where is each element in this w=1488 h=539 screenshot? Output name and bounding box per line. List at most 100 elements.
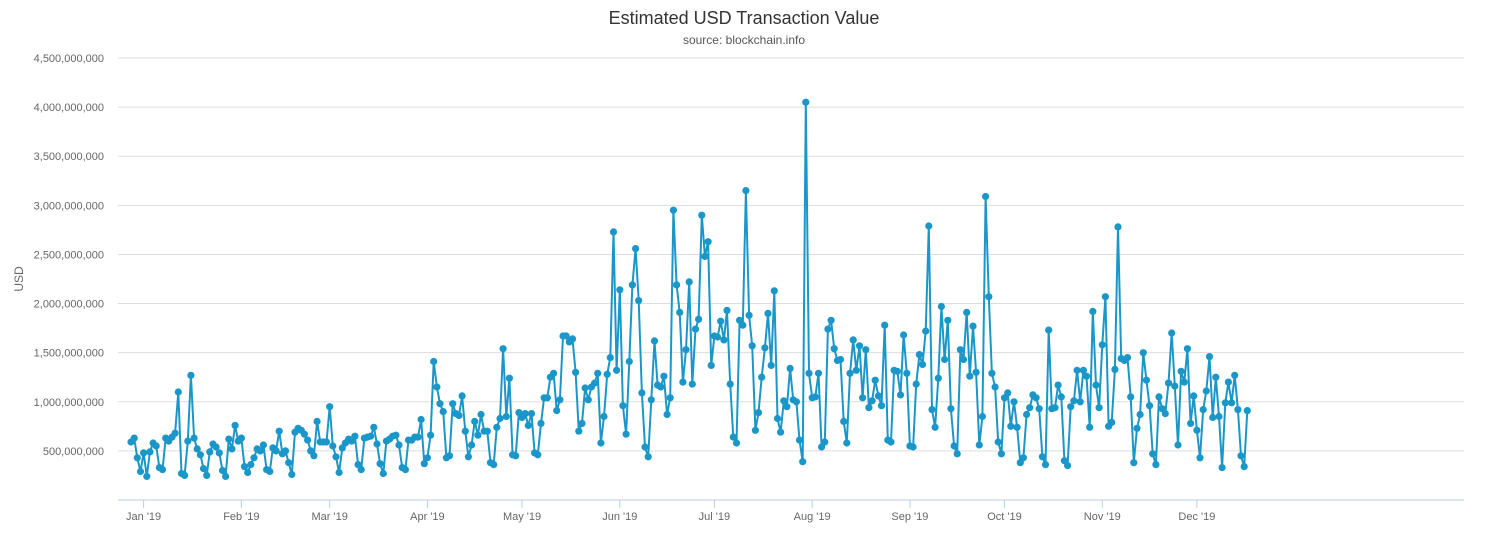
data-point[interactable]: [641, 443, 649, 451]
data-point[interactable]: [802, 98, 810, 106]
data-point[interactable]: [840, 417, 848, 425]
data-point[interactable]: [609, 228, 618, 236]
data-point[interactable]: [827, 316, 835, 324]
data-point[interactable]: [925, 222, 933, 230]
data-point[interactable]: [329, 442, 337, 450]
data-point[interactable]: [666, 394, 674, 402]
data-point[interactable]: [256, 447, 264, 455]
data-point[interactable]: [594, 369, 602, 377]
data-point[interactable]: [849, 336, 857, 344]
data-point[interactable]: [143, 472, 151, 480]
data-point[interactable]: [1127, 393, 1135, 401]
data-point[interactable]: [773, 414, 782, 423]
data-point[interactable]: [1026, 404, 1034, 412]
data-point[interactable]: [140, 449, 148, 457]
data-point[interactable]: [1086, 423, 1094, 431]
data-point[interactable]: [770, 287, 778, 295]
data-point[interactable]: [1199, 406, 1207, 414]
data-point[interactable]: [701, 252, 709, 260]
data-point[interactable]: [606, 354, 614, 362]
data-point[interactable]: [562, 332, 570, 340]
data-point[interactable]: [881, 321, 889, 329]
data-point[interactable]: [335, 468, 343, 477]
data-point[interactable]: [464, 453, 472, 461]
data-point[interactable]: [152, 442, 160, 450]
data-point[interactable]: [1180, 378, 1188, 386]
data-point[interactable]: [206, 448, 214, 456]
data-point[interactable]: [792, 398, 801, 406]
data-point[interactable]: [370, 423, 378, 431]
data-point[interactable]: [846, 369, 854, 377]
data-point[interactable]: [685, 278, 693, 286]
data-point[interactable]: [455, 411, 463, 420]
data-point[interactable]: [392, 431, 400, 439]
data-point[interactable]: [581, 384, 589, 392]
data-point[interactable]: [222, 472, 230, 480]
data-point[interactable]: [959, 355, 968, 364]
data-point[interactable]: [862, 346, 870, 354]
data-point[interactable]: [1013, 423, 1021, 431]
data-point[interactable]: [1155, 393, 1163, 401]
data-point[interactable]: [647, 396, 655, 404]
data-point[interactable]: [707, 361, 715, 369]
data-point[interactable]: [537, 419, 545, 427]
data-point[interactable]: [780, 397, 788, 405]
data-point[interactable]: [928, 406, 936, 414]
data-point[interactable]: [947, 405, 955, 413]
data-point[interactable]: [136, 467, 145, 476]
data-point[interactable]: [187, 371, 195, 379]
data-point[interactable]: [1234, 406, 1242, 414]
data-point[interactable]: [795, 436, 804, 444]
data-point[interactable]: [1108, 418, 1116, 426]
data-point[interactable]: [941, 355, 949, 364]
data-point[interactable]: [1177, 367, 1185, 375]
data-point[interactable]: [1190, 392, 1198, 400]
data-point[interactable]: [1212, 373, 1220, 381]
data-point[interactable]: [657, 383, 665, 391]
data-point[interactable]: [814, 369, 823, 377]
data-point[interactable]: [978, 412, 987, 421]
data-point[interactable]: [281, 447, 290, 455]
data-point[interactable]: [158, 466, 167, 474]
data-point[interactable]: [859, 394, 867, 402]
data-point[interactable]: [767, 361, 775, 369]
data-point[interactable]: [203, 471, 211, 479]
data-point[interactable]: [673, 281, 681, 289]
data-point[interactable]: [430, 357, 438, 366]
data-point[interactable]: [622, 430, 630, 438]
data-point[interactable]: [1133, 424, 1141, 432]
data-point[interactable]: [591, 379, 599, 387]
data-point[interactable]: [799, 458, 807, 466]
data-point[interactable]: [228, 445, 236, 453]
data-point[interactable]: [1228, 399, 1236, 407]
data-point[interactable]: [1174, 441, 1182, 449]
data-point[interactable]: [900, 331, 908, 339]
data-point[interactable]: [496, 414, 504, 423]
data-point[interactable]: [1243, 407, 1251, 415]
data-point[interactable]: [461, 427, 469, 435]
data-point[interactable]: [748, 342, 756, 350]
data-point[interactable]: [720, 336, 728, 344]
data-point[interactable]: [433, 383, 441, 391]
data-point[interactable]: [1149, 450, 1157, 458]
data-point[interactable]: [1142, 376, 1150, 384]
data-point[interactable]: [966, 372, 974, 380]
data-point[interactable]: [922, 327, 930, 335]
data-point[interactable]: [259, 441, 267, 449]
data-point[interactable]: [1130, 459, 1138, 467]
data-point[interactable]: [1171, 382, 1179, 390]
data-point[interactable]: [212, 443, 220, 451]
data-point[interactable]: [616, 286, 624, 294]
data-point[interactable]: [997, 450, 1006, 458]
data-point[interactable]: [1010, 398, 1018, 406]
data-point[interactable]: [304, 436, 312, 444]
data-point[interactable]: [493, 423, 501, 431]
data-point[interactable]: [310, 452, 318, 460]
data-point[interactable]: [644, 453, 652, 461]
data-point[interactable]: [458, 392, 466, 400]
data-point[interactable]: [1218, 464, 1226, 472]
data-point[interactable]: [985, 293, 993, 301]
data-point[interactable]: [969, 322, 977, 330]
data-point[interactable]: [982, 192, 990, 201]
data-point[interactable]: [1082, 372, 1091, 380]
